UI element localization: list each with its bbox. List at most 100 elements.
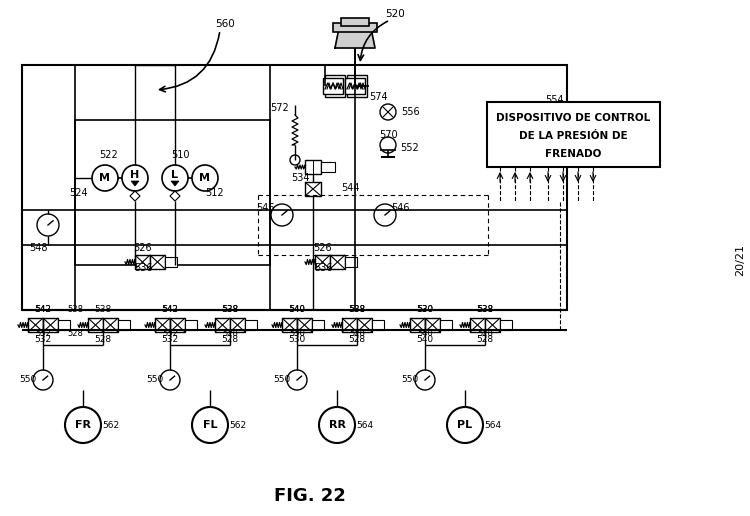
Bar	[333, 23, 377, 32]
Polygon shape	[131, 181, 139, 186]
Text: FIG. 22: FIG. 22	[274, 487, 346, 505]
Text: 538: 538	[222, 304, 238, 314]
Text: 528: 528	[222, 329, 238, 337]
Bar	[245, 320, 257, 330]
Text: 538: 538	[67, 304, 83, 314]
Text: FL: FL	[202, 420, 217, 430]
Bar	[485, 318, 500, 332]
Text: 522: 522	[100, 150, 118, 160]
Bar	[150, 255, 165, 269]
Circle shape	[192, 407, 228, 443]
Text: 542: 542	[161, 305, 178, 314]
Text: 538: 538	[348, 305, 366, 314]
Text: 532: 532	[35, 329, 51, 337]
Text: 540: 540	[290, 304, 304, 314]
Text: FRENADO: FRENADO	[545, 149, 602, 159]
Circle shape	[287, 370, 307, 390]
Text: 526: 526	[314, 243, 332, 253]
Text: 530: 530	[289, 329, 305, 337]
Text: 564: 564	[484, 421, 502, 429]
Text: 562: 562	[230, 421, 247, 429]
Text: PL: PL	[458, 420, 472, 430]
Text: 532: 532	[34, 335, 52, 345]
Text: 528: 528	[477, 329, 493, 337]
Circle shape	[65, 407, 101, 443]
Text: FR: FR	[75, 420, 91, 430]
Bar	[325, 75, 345, 97]
Text: 20/21: 20/21	[735, 244, 745, 276]
Text: 528: 528	[476, 335, 494, 345]
Circle shape	[162, 165, 188, 191]
Text: 550: 550	[146, 376, 164, 384]
Bar	[135, 255, 150, 269]
Bar	[75, 120, 270, 265]
Bar	[410, 318, 425, 332]
Text: 548: 548	[28, 243, 47, 253]
Text: 572: 572	[271, 103, 290, 113]
Bar	[345, 257, 357, 267]
Text: 528: 528	[349, 329, 365, 337]
Bar	[315, 255, 330, 269]
Circle shape	[319, 407, 355, 443]
Text: 530: 530	[288, 335, 306, 345]
Text: 520: 520	[386, 9, 405, 19]
Text: 542: 542	[162, 304, 178, 314]
Bar	[297, 318, 312, 332]
Text: 538: 538	[221, 305, 238, 314]
Bar	[88, 318, 103, 332]
Circle shape	[447, 407, 483, 443]
Text: 538: 538	[477, 304, 493, 314]
Text: 546: 546	[256, 203, 274, 213]
Text: M: M	[200, 173, 211, 183]
Bar	[215, 318, 230, 332]
Text: 538: 538	[349, 304, 365, 314]
Text: 510: 510	[171, 150, 189, 160]
Text: 528: 528	[67, 329, 83, 337]
Bar	[312, 320, 324, 330]
Circle shape	[380, 104, 396, 120]
Bar	[341, 18, 369, 26]
Text: L: L	[172, 170, 178, 180]
Text: 538: 538	[476, 305, 494, 314]
Text: 544: 544	[340, 183, 359, 193]
Bar	[323, 78, 343, 94]
Bar	[345, 78, 365, 94]
Text: 552: 552	[400, 143, 419, 153]
Text: 562: 562	[103, 421, 119, 429]
Text: 550: 550	[20, 376, 37, 384]
Bar	[58, 320, 70, 330]
Text: 524: 524	[69, 188, 87, 198]
Text: 528: 528	[349, 335, 365, 345]
Text: 550: 550	[273, 376, 291, 384]
Polygon shape	[335, 28, 375, 48]
Bar	[185, 320, 197, 330]
Circle shape	[380, 137, 396, 153]
Text: H: H	[130, 170, 140, 180]
Text: 532: 532	[161, 335, 178, 345]
Circle shape	[33, 370, 53, 390]
Circle shape	[37, 214, 59, 236]
Text: DISPOSITIVO DE CONTROL: DISPOSITIVO DE CONTROL	[496, 113, 650, 123]
Text: 532: 532	[162, 329, 178, 337]
Bar	[440, 320, 452, 330]
Text: RR: RR	[328, 420, 346, 430]
Text: M: M	[100, 173, 110, 183]
Bar	[347, 75, 367, 97]
Bar	[170, 318, 185, 332]
Text: 512: 512	[206, 188, 224, 198]
Text: 550: 550	[401, 376, 418, 384]
Text: 536: 536	[314, 263, 332, 273]
Bar	[330, 255, 345, 269]
Bar	[305, 160, 321, 174]
Bar	[103, 318, 118, 332]
Text: 538: 538	[94, 305, 112, 314]
Polygon shape	[171, 181, 179, 186]
Text: 540: 540	[416, 335, 434, 345]
Text: 526: 526	[134, 243, 152, 253]
Text: 560: 560	[215, 19, 235, 29]
Text: 528: 528	[221, 335, 238, 345]
Bar	[118, 320, 130, 330]
Text: 528: 528	[94, 335, 112, 345]
Bar	[425, 318, 440, 332]
Bar	[282, 318, 297, 332]
